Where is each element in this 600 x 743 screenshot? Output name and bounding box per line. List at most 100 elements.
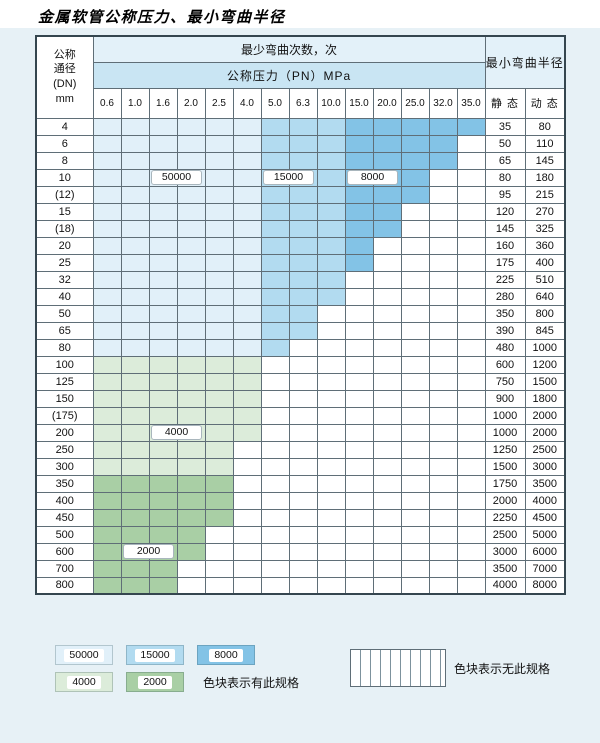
grid-cell	[372, 151, 402, 170]
grid-cell	[260, 236, 290, 255]
grid-cell	[316, 304, 346, 323]
grid-cell	[344, 236, 374, 255]
dn-cell: 300	[35, 457, 94, 476]
grid-cell	[344, 491, 374, 510]
dn-cell: 400	[35, 491, 94, 510]
grid-cell	[120, 474, 150, 493]
grid-cell	[204, 151, 234, 170]
grid-cell	[428, 304, 458, 323]
header-static: 静 态	[484, 87, 526, 119]
grid-cell	[428, 236, 458, 255]
grid-cell	[232, 457, 262, 476]
grid-cell	[316, 508, 346, 527]
grid-cell	[120, 457, 150, 476]
grid-cell	[288, 423, 318, 442]
grid-cell	[288, 440, 318, 459]
grid-cell	[92, 457, 122, 476]
grid-cell	[288, 134, 318, 153]
grid-cell	[176, 406, 206, 425]
grid-cell	[260, 440, 290, 459]
grid-cell	[372, 508, 402, 527]
grid-cell	[120, 219, 150, 238]
grid-cell	[232, 406, 262, 425]
grid-cell	[316, 117, 346, 136]
grid-cell	[456, 474, 486, 493]
grid-cell	[92, 525, 122, 544]
grid-cell	[176, 168, 206, 187]
grid-cell	[456, 338, 486, 357]
header-bend-cycles: 最少弯曲次数，次	[92, 35, 486, 63]
grid-cell	[148, 168, 178, 187]
dn-cell: 32	[35, 270, 94, 289]
grid-cell	[344, 287, 374, 306]
grid-cell	[400, 355, 430, 374]
grid-cell	[120, 287, 150, 306]
grid-cell	[344, 338, 374, 357]
grid-cell	[428, 287, 458, 306]
table-row: (175) 1000 2000	[35, 406, 566, 425]
grid-cell	[288, 151, 318, 170]
grid-cell	[288, 304, 318, 323]
grid-cell	[372, 253, 402, 272]
grid-cell	[372, 440, 402, 459]
dn-cell: 350	[35, 474, 94, 493]
grid-cell	[428, 389, 458, 408]
spec-table-container: 公称 通径 (DN) mm 最少弯曲次数，次 最小弯曲半径 公称压力（PN）MPa 0.6 1.…	[35, 35, 566, 595]
grid-cell	[204, 202, 234, 221]
grid-cell	[120, 117, 150, 136]
grid-cell	[456, 202, 486, 221]
grid-cell	[260, 270, 290, 289]
static-radius-cell: 120	[484, 202, 526, 221]
grid-cell	[456, 457, 486, 476]
dn-cell: 600	[35, 542, 94, 561]
header-min-bend-radius: 最小弯曲半径	[484, 35, 566, 89]
grid-cell	[120, 253, 150, 272]
dynamic-radius-cell: 360	[524, 236, 566, 255]
table-row: 80 480 1000	[35, 338, 566, 357]
grid-cell	[372, 406, 402, 425]
grid-cell	[400, 117, 430, 136]
grid-cell	[232, 134, 262, 153]
table-row: 50 350 800	[35, 304, 566, 323]
header-pn-value: 1.6	[148, 87, 178, 119]
grid-cell	[288, 202, 318, 221]
grid-cell	[232, 117, 262, 136]
grid-cell	[316, 559, 346, 578]
grid-cell	[204, 457, 234, 476]
grid-cell	[176, 389, 206, 408]
static-radius-cell: 390	[484, 321, 526, 340]
grid-cell	[232, 440, 262, 459]
grid-cell	[92, 168, 122, 187]
dynamic-radius-cell: 180	[524, 168, 566, 187]
grid-cell	[148, 270, 178, 289]
grid-cell	[400, 151, 430, 170]
grid-cell	[232, 202, 262, 221]
grid-cell	[344, 355, 374, 374]
grid-cell	[456, 168, 486, 187]
grid-cell	[260, 423, 290, 442]
grid-cell	[260, 287, 290, 306]
grid-cell	[316, 236, 346, 255]
grid-cell	[232, 253, 262, 272]
grid-cell	[232, 338, 262, 357]
grid-cell	[120, 236, 150, 255]
grid-cell	[400, 542, 430, 561]
table-row: 600 3000 6000	[35, 542, 566, 561]
grid-cell	[372, 236, 402, 255]
grid-cell	[400, 559, 430, 578]
grid-cell	[204, 440, 234, 459]
grid-cell	[372, 168, 402, 187]
grid-cell	[344, 185, 374, 204]
static-radius-cell: 80	[484, 168, 526, 187]
grid-cell	[120, 542, 150, 561]
legend-chip-label: 50000	[64, 648, 104, 662]
legend-chips-row2: 4000 2000	[55, 672, 197, 692]
grid-cell	[92, 185, 122, 204]
grid-cell	[120, 151, 150, 170]
grid-cell	[400, 423, 430, 442]
grid-cell	[92, 474, 122, 493]
grid-cell	[400, 202, 430, 221]
legend-chip-15000: 15000	[126, 645, 184, 665]
dn-cell: 800	[35, 576, 94, 595]
page-title: 金属软管公称压力、最小弯曲半径	[38, 9, 286, 26]
